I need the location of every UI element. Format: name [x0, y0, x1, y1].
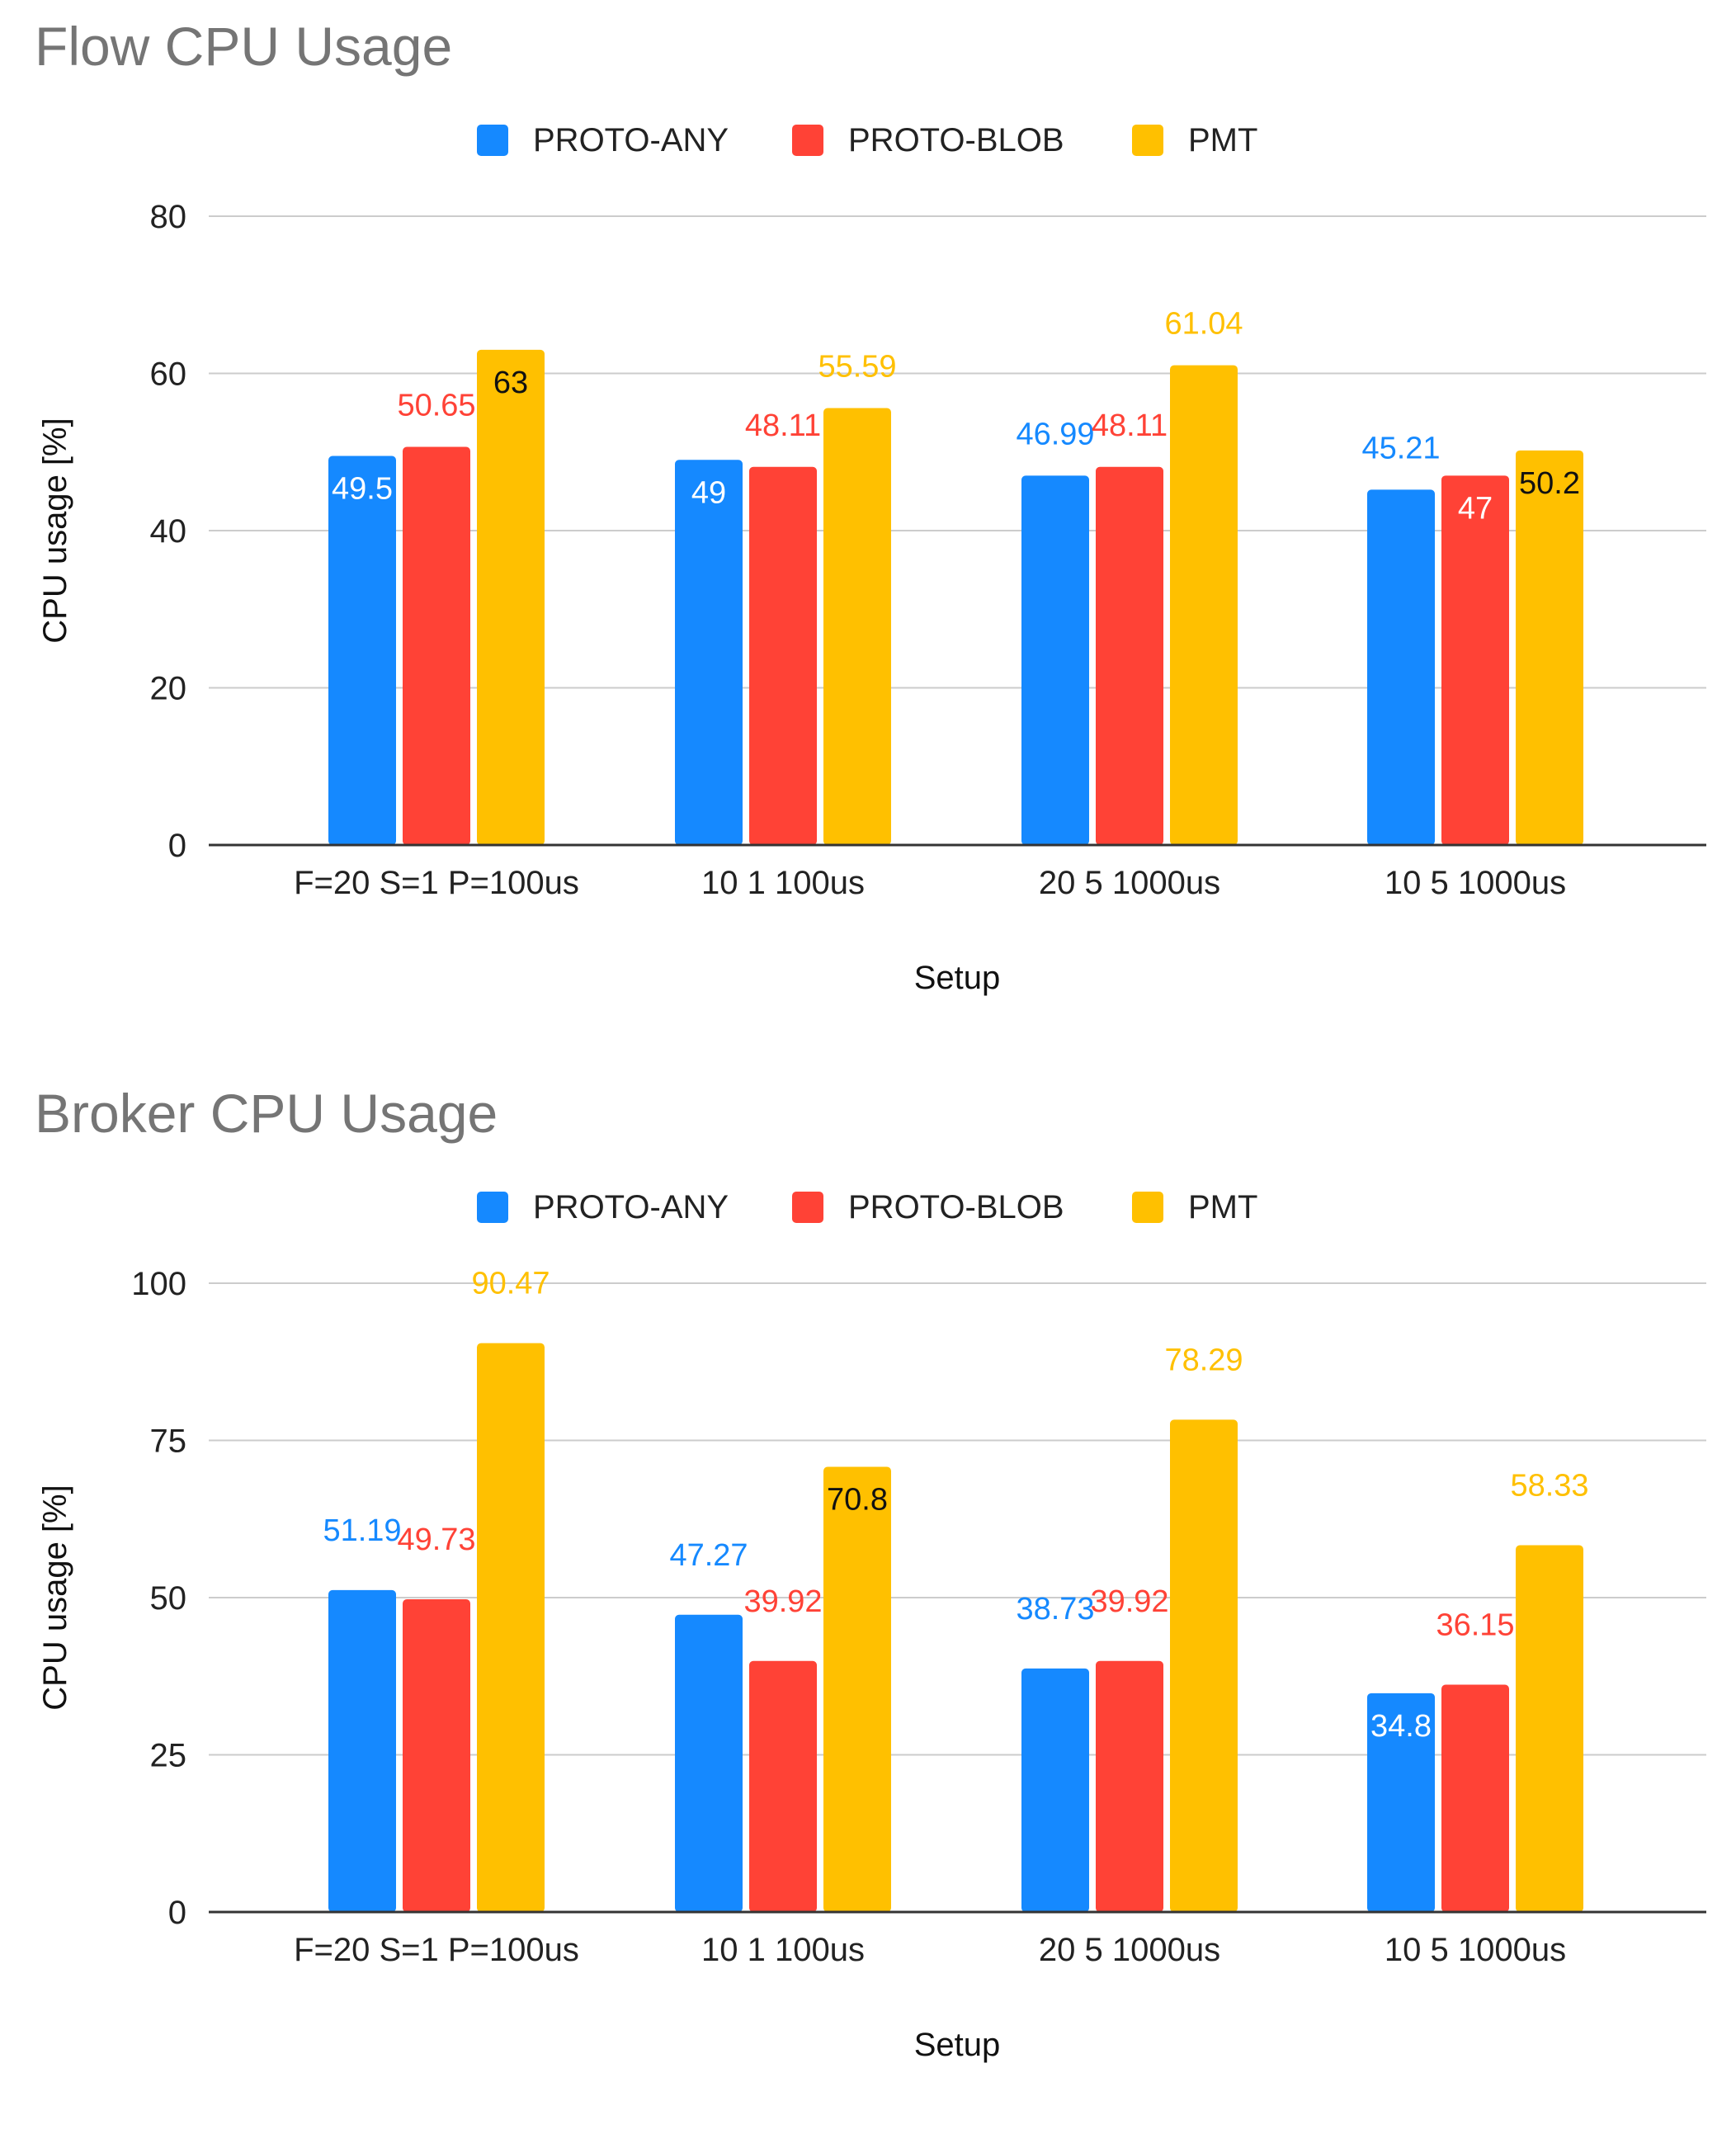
bar-proto-blob [1441, 1684, 1509, 1912]
data-label: 58.33 [1510, 1469, 1588, 1504]
bar-proto-any [328, 456, 396, 845]
legend-swatch [792, 1192, 823, 1223]
legend-item-proto-any[interactable]: PROTO-ANY [477, 116, 729, 165]
x-tick-label: F=20 S=1 P=100us [294, 865, 579, 901]
y-tick-label: 75 [150, 1423, 187, 1460]
bar-pmt [823, 408, 891, 845]
data-label: 70.8 [827, 1483, 888, 1518]
legend-label: PROTO-BLOB [848, 121, 1064, 158]
bar-proto-blob [1096, 466, 1163, 845]
bar-proto-any [328, 1589, 396, 1912]
bar-proto-blob [1096, 1660, 1163, 1912]
legend-swatch [792, 125, 823, 156]
y-tick-label: 0 [168, 1895, 186, 1931]
data-label: 38.73 [1016, 1592, 1094, 1626]
y-tick-label: 80 [150, 199, 187, 235]
flow-cpu-chart: Flow CPU Usage PROTO-ANY PROTO-BLOB PMT … [0, 16, 1736, 996]
y-axis-title: CPU usage [%] [37, 418, 73, 643]
bar-pmt [477, 349, 545, 845]
data-label: 36.15 [1436, 1608, 1514, 1643]
data-label: 63 [493, 366, 528, 400]
bar-pmt [823, 1466, 891, 1912]
bar-proto-any [1367, 1693, 1435, 1912]
legend-swatch [477, 1192, 508, 1223]
bar-pmt [1516, 450, 1583, 845]
data-label: 47 [1458, 491, 1493, 526]
bar-pmt [1170, 1419, 1238, 1912]
legend-item-proto-any[interactable]: PROTO-ANY [477, 1183, 729, 1232]
legend-label: PMT [1188, 121, 1258, 158]
y-tick-label: 100 [131, 1266, 186, 1302]
bar-proto-any [675, 460, 743, 845]
chart-title: Flow CPU Usage [35, 16, 453, 77]
data-label: 47.27 [669, 1538, 748, 1573]
bar-pmt [1516, 1545, 1583, 1912]
y-tick-label: 0 [168, 828, 186, 864]
legend-item-pmt[interactable]: PMT [1132, 116, 1257, 165]
y-axis-title: CPU usage [%] [37, 1485, 73, 1710]
data-label: 45.21 [1361, 431, 1440, 465]
plot-area: 0 20 40 60 80 49.5 49 46.99 45.21 50.65 48.11 48.11… [37, 199, 1706, 996]
legend-item-pmt[interactable]: PMT [1132, 1183, 1257, 1232]
y-tick-label: 40 [150, 513, 187, 550]
x-axis-title: Setup [914, 2027, 1001, 2063]
legend-label: PROTO-ANY [533, 1188, 729, 1225]
y-tick-label: 50 [150, 1580, 187, 1617]
x-tick-label: 10 1 100us [701, 865, 865, 901]
data-label: 50.2 [1519, 466, 1580, 501]
x-tick-label: 20 5 1000us [1039, 1932, 1220, 1968]
x-tick-label: 20 5 1000us [1039, 865, 1220, 901]
data-label: 51.19 [323, 1513, 401, 1548]
bar-proto-any [1021, 1668, 1089, 1912]
legend-label: PROTO-BLOB [848, 1188, 1064, 1225]
data-label: 48.11 [745, 408, 821, 443]
bar-proto-blob [403, 1599, 470, 1912]
bar-proto-any [1021, 475, 1089, 845]
y-tick-label: 20 [150, 671, 187, 707]
legend-label: PMT [1188, 1188, 1258, 1225]
x-tick-label: 10 1 100us [701, 1932, 865, 1968]
data-label: 34.8 [1370, 1709, 1432, 1744]
bar-proto-blob [749, 1660, 817, 1912]
data-label: 78.29 [1164, 1343, 1243, 1377]
bar-proto-blob [749, 466, 817, 845]
chart-legend: PROTO-ANY PROTO-BLOB PMT [0, 116, 1736, 165]
data-label: 55.59 [818, 350, 896, 385]
chart-title: Broker CPU Usage [35, 1083, 498, 1144]
legend-swatch [1132, 125, 1163, 156]
bar-proto-any [1367, 489, 1435, 845]
data-label: 49.5 [332, 472, 393, 507]
x-axis-title: Setup [914, 960, 1001, 996]
y-tick-label: 60 [150, 356, 187, 393]
data-label: 49.73 [397, 1523, 475, 1557]
legend-item-proto-blob[interactable]: PROTO-BLOB [792, 116, 1064, 165]
bar-proto-blob [1441, 475, 1509, 845]
y-tick-label: 25 [150, 1738, 187, 1774]
legend-swatch [477, 125, 508, 156]
data-label: 48.11 [1092, 408, 1168, 443]
legend-label: PROTO-ANY [533, 121, 729, 158]
legend-swatch [1132, 1192, 1163, 1223]
legend-item-proto-blob[interactable]: PROTO-BLOB [792, 1183, 1064, 1232]
bar-pmt [477, 1343, 545, 1912]
data-label: 61.04 [1164, 307, 1243, 342]
data-label: 39.92 [1090, 1584, 1168, 1619]
bar-proto-any [675, 1614, 743, 1912]
bar-proto-blob [403, 446, 470, 845]
data-label: 50.65 [397, 389, 475, 423]
data-label: 46.99 [1016, 417, 1094, 451]
bar-pmt [1170, 365, 1238, 845]
x-tick-label: 10 5 1000us [1385, 1932, 1566, 1968]
plot-area: 0 25 50 75 100 51.19 47.27 38.73 34.8 49.73 39.92 3… [37, 1266, 1706, 2063]
chart-legend: PROTO-ANY PROTO-BLOB PMT [0, 1183, 1736, 1232]
data-label: 90.47 [471, 1267, 550, 1301]
data-label: 39.92 [743, 1584, 822, 1619]
x-tick-label: 10 5 1000us [1385, 865, 1566, 901]
x-tick-label: F=20 S=1 P=100us [294, 1932, 579, 1968]
broker-cpu-chart: Broker CPU Usage PROTO-ANY PROTO-BLOB PM… [0, 1067, 1736, 2134]
data-label: 49 [691, 475, 726, 510]
